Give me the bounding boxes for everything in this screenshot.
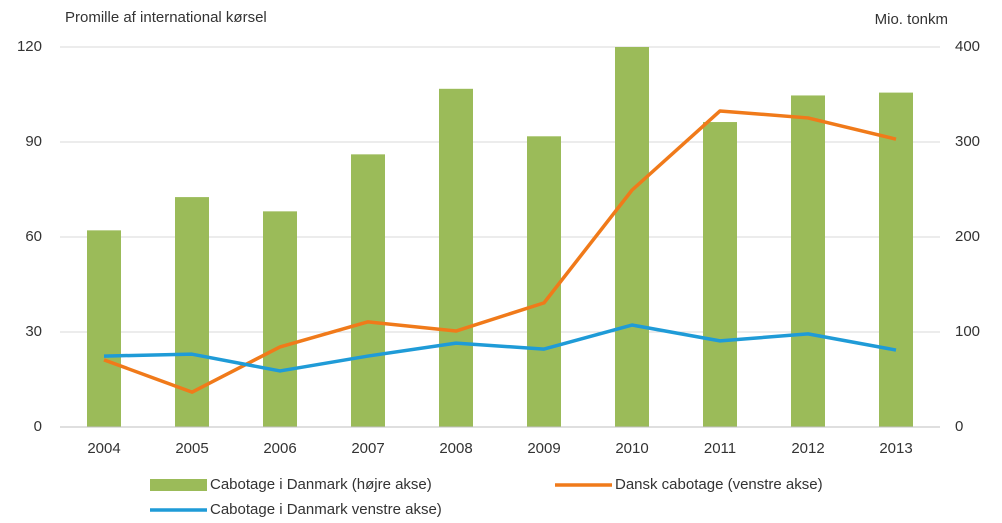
- bar: [879, 92, 913, 427]
- y-axis-label: Promille af international kørsel: [65, 9, 267, 26]
- legend-label: Cabotage i Danmark (højre akse): [210, 476, 432, 493]
- y2-tick-label: 200: [955, 228, 980, 245]
- bar: [527, 136, 561, 428]
- x-tick-label: 2006: [263, 440, 296, 457]
- y-tick-label: 0: [34, 418, 42, 435]
- y2-axis-label: Mio. tonkm: [875, 11, 948, 28]
- bar: [87, 230, 121, 427]
- y-tick-label: 90: [25, 133, 42, 150]
- x-tick-label: 2012: [791, 440, 824, 457]
- x-tick-label: 2005: [175, 440, 208, 457]
- bar: [439, 88, 473, 428]
- x-tick-label: 2004: [87, 440, 120, 457]
- y-tick-label: 60: [25, 228, 42, 245]
- bar: [791, 95, 825, 427]
- y2-tick-label: 300: [955, 133, 980, 150]
- x-tick-label: 2009: [527, 440, 560, 457]
- x-tick-label: 2010: [615, 440, 648, 457]
- bar: [615, 47, 649, 427]
- y2-tick-label: 0: [955, 418, 963, 435]
- y2-tick-label: 400: [955, 38, 980, 55]
- line: [103, 323, 897, 373]
- x-tick-label: 2011: [704, 440, 736, 457]
- x-tick-label: 2013: [879, 440, 912, 457]
- bar: [703, 122, 737, 428]
- bar: [351, 154, 385, 427]
- x-tick-label: 2008: [439, 440, 472, 457]
- y-tick-label: 30: [25, 323, 42, 340]
- bar: [263, 211, 297, 427]
- legend-label: Dansk cabotage (venstre akse): [615, 476, 823, 493]
- y-tick-label: 120: [17, 38, 42, 55]
- line: [103, 109, 897, 394]
- y2-tick-label: 100: [955, 323, 980, 340]
- legend-label: Cabotage i Danmark venstre akse): [210, 501, 442, 518]
- legend-swatch: [150, 479, 207, 491]
- x-tick-label: 2007: [351, 440, 384, 457]
